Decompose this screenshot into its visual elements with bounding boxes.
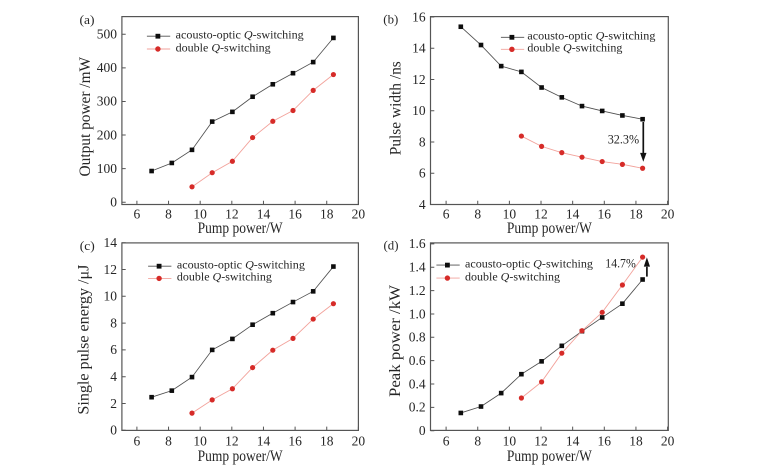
svg-text:acousto-optic Q-switching: acousto-optic Q-switching	[465, 258, 593, 270]
svg-text:14: 14	[104, 235, 118, 250]
svg-text:Pulse width /ns: Pulse width /ns	[387, 61, 404, 155]
svg-text:6: 6	[134, 206, 141, 221]
svg-text:18: 18	[629, 434, 643, 449]
svg-text:16: 16	[288, 434, 302, 449]
svg-text:8: 8	[110, 315, 117, 330]
svg-text:0.4: 0.4	[409, 376, 426, 391]
svg-text:32.3%: 32.3%	[608, 131, 640, 146]
svg-text:12: 12	[534, 434, 548, 449]
svg-text:14: 14	[566, 434, 580, 449]
svg-text:8: 8	[474, 206, 481, 221]
svg-text:0: 0	[419, 423, 426, 438]
svg-text:100: 100	[97, 161, 118, 176]
svg-text:14: 14	[566, 206, 580, 221]
svg-text:Single pulse energy /μJ: Single pulse energy /μJ	[76, 265, 93, 415]
svg-text:4: 4	[419, 197, 426, 212]
svg-text:10: 10	[193, 434, 207, 449]
svg-text:6: 6	[443, 206, 450, 221]
svg-text:Peak power /kW: Peak power /kW	[387, 284, 404, 397]
svg-text:18: 18	[629, 206, 643, 221]
svg-text:Pump power/W: Pump power/W	[507, 448, 592, 465]
svg-text:10: 10	[503, 206, 517, 221]
svg-text:double Q-switching: double Q-switching	[177, 272, 272, 284]
svg-text:(a): (a)	[80, 12, 95, 27]
svg-text:20: 20	[352, 434, 366, 449]
svg-text:8: 8	[165, 206, 172, 221]
svg-text:300: 300	[97, 94, 118, 109]
svg-text:16: 16	[598, 434, 612, 449]
svg-text:double Q-switching: double Q-switching	[527, 43, 622, 55]
svg-text:0: 0	[110, 195, 117, 210]
svg-text:Pump power/W: Pump power/W	[507, 220, 592, 237]
svg-text:Pump power/W: Pump power/W	[198, 448, 283, 465]
svg-text:10: 10	[104, 289, 118, 304]
svg-text:18: 18	[320, 434, 334, 449]
svg-text:400: 400	[97, 60, 118, 75]
svg-text:20: 20	[352, 206, 366, 221]
svg-text:16: 16	[598, 206, 612, 221]
svg-text:6: 6	[419, 166, 426, 181]
svg-text:1.0: 1.0	[409, 306, 426, 321]
svg-text:14: 14	[412, 41, 426, 56]
svg-text:acousto-optic Q-switching: acousto-optic Q-switching	[527, 31, 655, 43]
svg-text:Output power /mW: Output power /mW	[77, 56, 94, 176]
svg-text:200: 200	[97, 127, 118, 142]
svg-text:double Q-switching: double Q-switching	[465, 271, 560, 283]
svg-text:14: 14	[257, 206, 271, 221]
svg-text:12: 12	[104, 262, 118, 277]
svg-text:12: 12	[534, 206, 548, 221]
svg-text:12: 12	[225, 434, 239, 449]
svg-text:20: 20	[661, 206, 675, 221]
svg-text:(d): (d)	[384, 238, 399, 253]
svg-text:12: 12	[412, 72, 426, 87]
svg-text:8: 8	[419, 134, 426, 149]
svg-text:1.2: 1.2	[409, 283, 426, 298]
svg-text:6: 6	[443, 434, 450, 449]
svg-text:18: 18	[320, 206, 334, 221]
svg-text:10: 10	[193, 206, 207, 221]
svg-text:20: 20	[661, 434, 675, 449]
svg-text:16: 16	[412, 9, 426, 24]
svg-text:8: 8	[165, 434, 172, 449]
svg-text:(c): (c)	[80, 238, 95, 253]
svg-text:0.6: 0.6	[409, 353, 426, 368]
svg-text:0: 0	[110, 423, 117, 438]
svg-text:acousto-optic Q-switching: acousto-optic Q-switching	[177, 260, 305, 272]
svg-text:10: 10	[503, 434, 517, 449]
svg-text:0.2: 0.2	[409, 400, 426, 415]
svg-text:2: 2	[110, 396, 117, 411]
svg-text:acousto-optic Q-switching: acousto-optic Q-switching	[176, 30, 304, 42]
svg-text:1.6: 1.6	[409, 236, 426, 251]
svg-text:16: 16	[288, 206, 302, 221]
svg-text:4: 4	[110, 369, 117, 384]
svg-text:Pump power/W: Pump power/W	[198, 220, 283, 237]
svg-text:8: 8	[474, 434, 481, 449]
svg-text:(b): (b)	[383, 12, 398, 27]
svg-text:6: 6	[134, 434, 141, 449]
svg-text:14: 14	[257, 434, 271, 449]
svg-text:14.7%: 14.7%	[605, 255, 636, 270]
svg-text:500: 500	[97, 27, 118, 42]
svg-text:1.4: 1.4	[409, 260, 426, 275]
svg-text:6: 6	[110, 342, 117, 357]
svg-text:0.8: 0.8	[409, 330, 426, 345]
svg-text:double Q-switching: double Q-switching	[176, 42, 271, 54]
svg-text:12: 12	[225, 206, 239, 221]
svg-text:10: 10	[412, 103, 426, 118]
